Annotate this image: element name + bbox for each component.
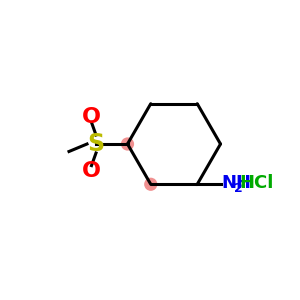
Text: HCl: HCl xyxy=(240,174,274,192)
Circle shape xyxy=(144,178,157,191)
Text: S: S xyxy=(87,132,105,156)
Text: 2: 2 xyxy=(235,182,243,195)
Text: O: O xyxy=(82,107,101,127)
Circle shape xyxy=(121,137,134,151)
Text: O: O xyxy=(82,161,101,181)
Text: NH: NH xyxy=(222,174,252,192)
